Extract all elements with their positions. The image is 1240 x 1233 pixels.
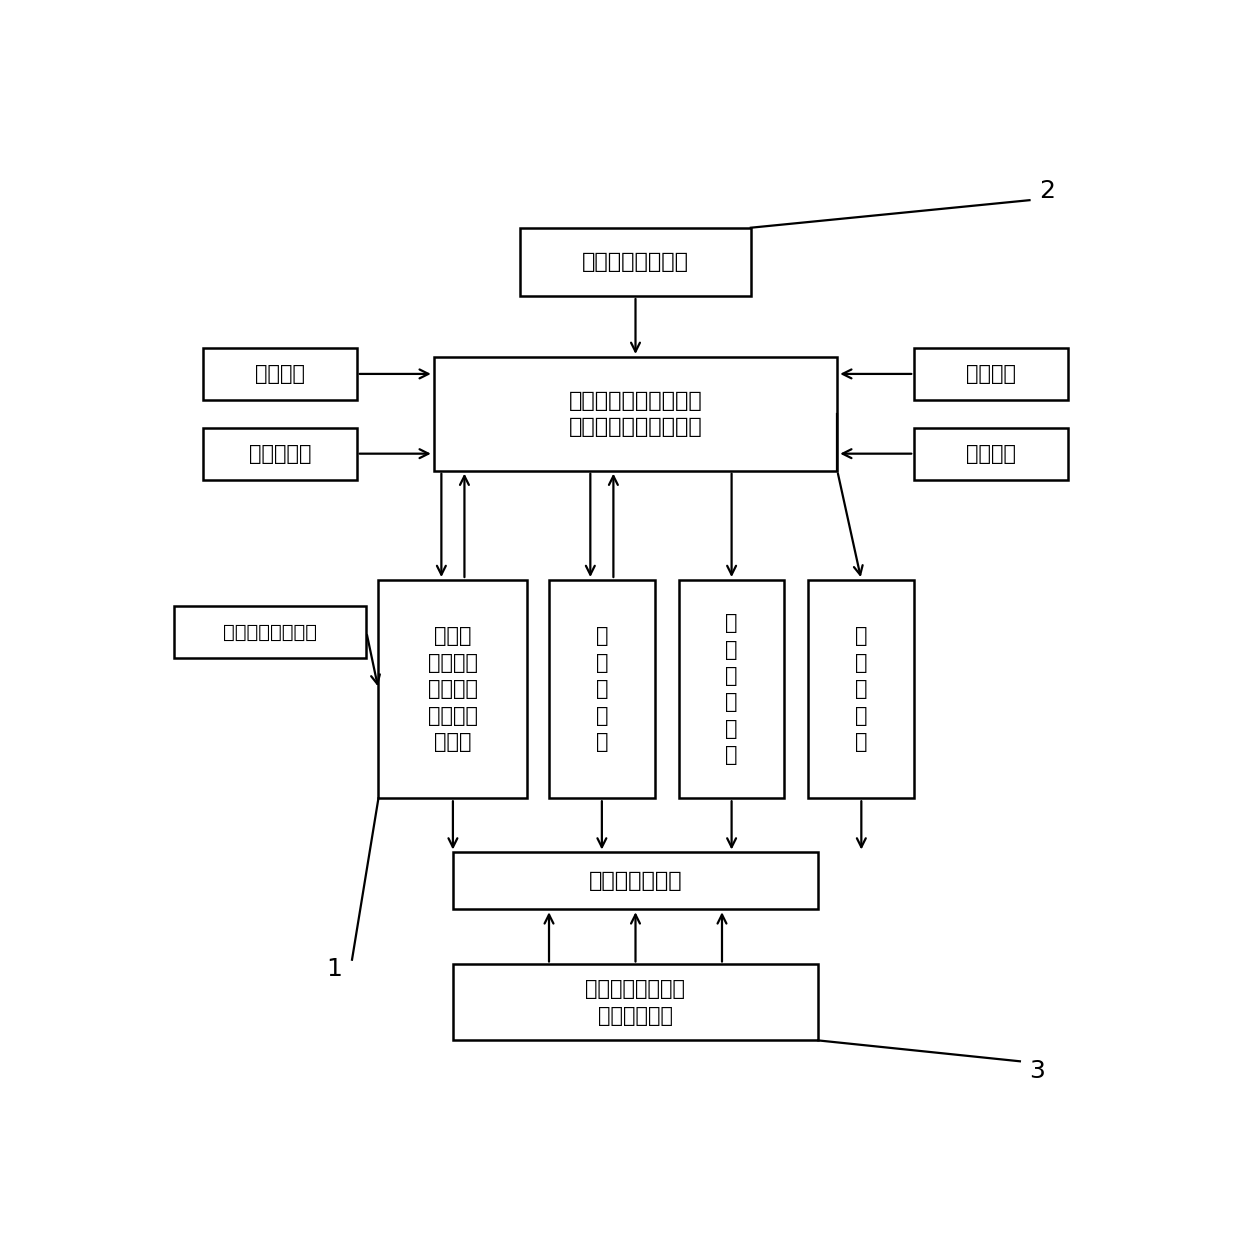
Text: 蒸
汽
发
电
机: 蒸 汽 发 电 机 [595, 626, 608, 752]
Text: 烟囱余热: 烟囱余热 [966, 364, 1016, 383]
Text: 燃料供热: 燃料供热 [966, 444, 1016, 464]
Text: 热光伏综合发电系
统智能调控器: 热光伏综合发电系 统智能调控器 [585, 979, 686, 1026]
Text: 电网及应用装置: 电网及应用装置 [589, 870, 682, 891]
Bar [434, 356, 837, 471]
Bar [678, 580, 785, 798]
Text: 太阳光辐照或聚光: 太阳光辐照或聚光 [582, 252, 689, 272]
Bar [914, 348, 1068, 399]
Bar [453, 964, 818, 1041]
Text: 热
能
互
联
网: 热 能 互 联 网 [856, 626, 868, 752]
Bar [808, 580, 914, 798]
Text: 3: 3 [1029, 1059, 1045, 1083]
Bar [914, 428, 1068, 480]
Bar [549, 580, 655, 798]
Bar [453, 852, 818, 910]
Text: 太阳光辐照或聚光: 太阳光辐照或聚光 [223, 623, 317, 641]
Bar [521, 228, 751, 296]
Text: 石墨烯复合相变材料可
自我修复储热型热云库: 石墨烯复合相变材料可 自我修复储热型热云库 [569, 391, 702, 436]
Bar [174, 607, 367, 658]
Text: 发动机余热: 发动机余热 [249, 444, 311, 464]
Bar [203, 348, 357, 399]
Bar [378, 580, 527, 798]
Text: 2: 2 [1039, 179, 1055, 202]
Text: 斯
特
林
发
电
机: 斯 特 林 发 电 机 [725, 613, 738, 766]
Bar [203, 428, 357, 480]
Text: 石墨烯
储热型热
光伏与热
温差复合
发电器: 石墨烯 储热型热 光伏与热 温差复合 发电器 [428, 626, 477, 752]
Text: 锅炉余热: 锅炉余热 [255, 364, 305, 383]
Text: 1: 1 [326, 957, 342, 981]
